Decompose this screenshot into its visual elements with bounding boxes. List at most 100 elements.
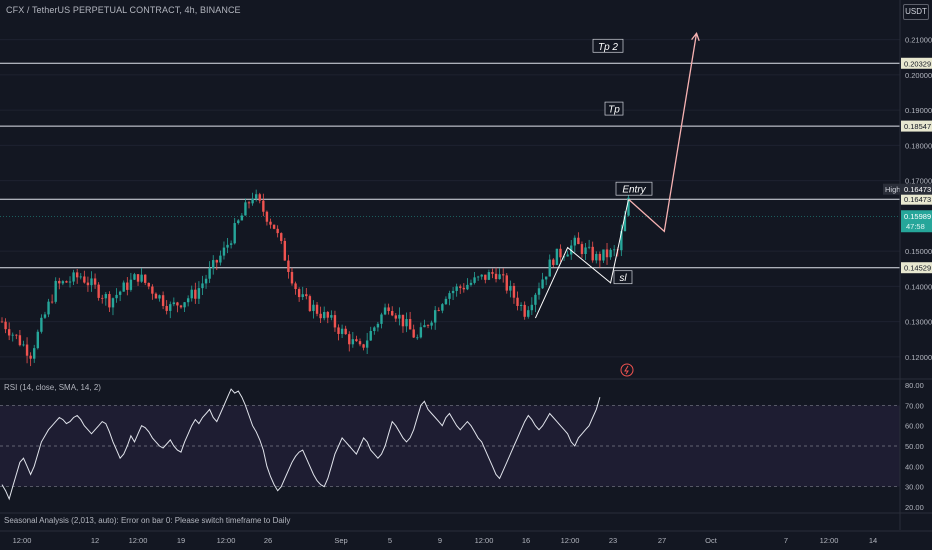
candle-body[interactable] <box>158 295 161 299</box>
candle-body[interactable] <box>602 249 605 261</box>
candle-body[interactable] <box>254 194 258 199</box>
candle-body[interactable] <box>362 344 365 348</box>
candle-body[interactable] <box>609 249 612 258</box>
candle-body[interactable] <box>229 243 233 245</box>
candle-body[interactable] <box>65 281 68 283</box>
candle-body[interactable] <box>562 256 566 258</box>
candle-body[interactable] <box>340 328 344 334</box>
candle-body[interactable] <box>161 295 165 306</box>
candle-body[interactable] <box>269 221 272 225</box>
candle-body[interactable] <box>398 314 401 319</box>
candle-body[interactable] <box>502 274 505 276</box>
candle-body[interactable] <box>584 247 587 254</box>
price-axis[interactable]: 0.21000 0.20000 0.19000 0.18000 0.17000 0.150… <box>883 36 932 512</box>
candle-body[interactable] <box>473 277 476 283</box>
candle-body[interactable] <box>580 244 584 254</box>
candle-body[interactable] <box>61 281 65 284</box>
annotation-box[interactable] <box>592 38 624 53</box>
candle-body[interactable] <box>140 274 143 282</box>
rsi-indicator-label[interactable]: RSI (14, close, SMA, 14, 2) <box>4 383 101 392</box>
candle-body[interactable] <box>383 307 387 315</box>
pattern-path[interactable] <box>534 199 629 319</box>
candle-body[interactable] <box>226 244 229 248</box>
candle-body[interactable] <box>276 228 279 234</box>
candles[interactable] <box>0 189 630 367</box>
candle-body[interactable] <box>108 294 111 308</box>
candle-body[interactable] <box>50 301 54 303</box>
candle-body[interactable] <box>519 304 523 306</box>
candle-body[interactable] <box>369 331 372 341</box>
candle-body[interactable] <box>122 282 125 292</box>
candle-body[interactable] <box>247 202 251 204</box>
annotation-box[interactable] <box>615 181 653 196</box>
candle-body[interactable] <box>179 305 183 308</box>
candle-body[interactable] <box>448 293 451 299</box>
candle-body[interactable] <box>280 233 283 241</box>
candle-body[interactable] <box>337 327 340 334</box>
candle-body[interactable] <box>101 297 104 299</box>
annotations[interactable]: Tp 2 Tp Entry sl <box>592 38 653 285</box>
candle-body[interactable] <box>68 281 72 283</box>
seasonal-analysis-label[interactable]: Seasonal Analysis (2,013, auto): Error o… <box>4 516 291 525</box>
candle-body[interactable] <box>623 215 627 232</box>
candle-body[interactable] <box>348 334 351 345</box>
candle-body[interactable] <box>190 289 193 299</box>
candle-body[interactable] <box>237 220 240 224</box>
candle-body[interactable] <box>215 260 218 263</box>
candle-body[interactable] <box>301 294 304 298</box>
candle-body[interactable] <box>58 280 61 284</box>
candle-body[interactable] <box>408 319 412 330</box>
candle-body[interactable] <box>29 355 32 359</box>
candle-body[interactable] <box>595 253 598 261</box>
projection-path[interactable] <box>628 33 698 233</box>
candle-body[interactable] <box>494 273 498 280</box>
candle-body[interactable] <box>426 325 430 327</box>
candle-body[interactable] <box>308 296 312 311</box>
candle-body[interactable] <box>129 279 133 290</box>
candle-body[interactable] <box>15 334 18 336</box>
candle-body[interactable] <box>566 254 569 257</box>
candle-body[interactable] <box>147 282 150 287</box>
candle-body[interactable] <box>294 283 297 290</box>
candle-body[interactable] <box>333 315 337 328</box>
candle-body[interactable] <box>86 282 90 286</box>
candle-body[interactable] <box>527 310 530 317</box>
candle-body[interactable] <box>516 297 519 306</box>
candle-body[interactable] <box>7 329 11 336</box>
candle-body[interactable] <box>523 304 526 317</box>
candle-body[interactable] <box>423 325 426 328</box>
candle-body[interactable] <box>627 197 630 216</box>
candle-body[interactable] <box>265 211 269 222</box>
candle-body[interactable] <box>455 286 458 291</box>
candle-body[interactable] <box>25 344 29 356</box>
annotation-box[interactable] <box>604 101 624 116</box>
candle-body[interactable] <box>319 313 322 319</box>
candle-body[interactable] <box>75 272 79 278</box>
candle-body[interactable] <box>11 334 14 336</box>
candle-body[interactable] <box>222 247 226 256</box>
annotation-box[interactable] <box>613 270 633 285</box>
candle-body[interactable] <box>412 329 415 338</box>
candle-body[interactable] <box>387 307 390 312</box>
candle-body[interactable] <box>598 253 602 261</box>
candle-body[interactable] <box>136 274 140 282</box>
candle-body[interactable] <box>437 310 440 311</box>
candle-body[interactable] <box>297 289 301 298</box>
candle-body[interactable] <box>394 315 397 319</box>
candle-body[interactable] <box>330 315 333 318</box>
candle-body[interactable] <box>18 335 22 346</box>
candle-body[interactable] <box>441 304 444 311</box>
candle-body[interactable] <box>172 302 176 305</box>
candle-body[interactable] <box>620 231 623 251</box>
rsi-line[interactable] <box>1 388 601 501</box>
candle-body[interactable] <box>512 285 516 298</box>
candle-body[interactable] <box>33 348 36 359</box>
candle-body[interactable] <box>469 282 473 285</box>
candle-body[interactable] <box>212 260 215 269</box>
rsi-pane[interactable] <box>0 388 900 501</box>
candle-body[interactable] <box>365 340 369 348</box>
candle-body[interactable] <box>262 200 265 212</box>
candle-body[interactable] <box>197 288 201 299</box>
candle-body[interactable] <box>287 260 290 272</box>
